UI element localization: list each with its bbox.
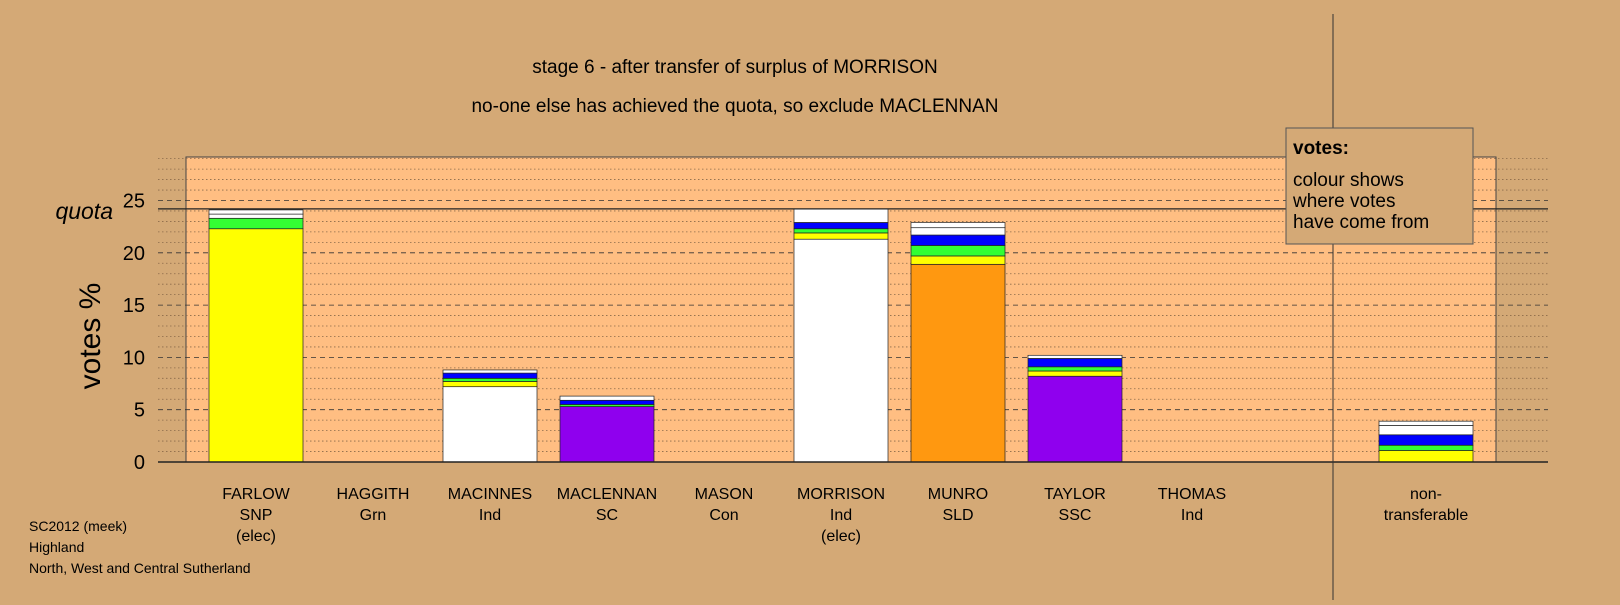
- y-tick-label: 5: [134, 400, 145, 422]
- bar-morrison-segment: [793, 228, 889, 234]
- x-label-haggith: Grn: [360, 507, 387, 524]
- bar-taylor-segment: [1027, 366, 1123, 372]
- legend-line-1: colour shows: [1293, 170, 1404, 191]
- bar-macinnes-segment: [442, 377, 538, 382]
- bar-nontransferable-segment: [1378, 434, 1474, 446]
- bar-nontransferable-segment: [1378, 420, 1474, 426]
- x-label-haggith: HAGGITH: [337, 486, 410, 503]
- bar-morrison-segment: [793, 222, 889, 230]
- y-tick-label: 0: [134, 452, 145, 474]
- x-label-maclennan: SC: [596, 507, 618, 524]
- bar-munro-segment: [910, 245, 1006, 257]
- bar-munro-segment: [910, 263, 1006, 463]
- footer-line-2: Highland: [29, 539, 84, 555]
- quota-label: quota: [55, 198, 113, 224]
- bar-munro-segment: [910, 255, 1006, 265]
- x-label-taylor: TAYLOR: [1044, 486, 1106, 503]
- bar-farlow-segment: [208, 228, 304, 463]
- x-label-farlow: (elec): [236, 528, 276, 545]
- legend: votes: colour shows where votes have com…: [1285, 127, 1474, 245]
- y-tick-label: 10: [123, 347, 145, 369]
- footer-line-3: North, West and Central Sutherland: [29, 560, 251, 576]
- legend-title: votes:: [1293, 138, 1349, 159]
- y-tick-label: 25: [123, 191, 145, 213]
- x-label-farlow: FARLOW: [222, 486, 290, 503]
- bar-morrison-segment: [793, 238, 889, 463]
- bar-taylor-segment: [1027, 375, 1123, 463]
- y-tick-label: 20: [123, 243, 145, 265]
- bar-munro-segment: [910, 227, 1006, 236]
- bar-macinnes-segment: [442, 372, 538, 379]
- x-label-morrison: (elec): [821, 528, 861, 545]
- y-tick-label: 15: [123, 295, 145, 317]
- x-label-morrison: Ind: [830, 507, 852, 524]
- y-axis-label: votes %: [74, 283, 107, 390]
- x-label-munro: MUNRO: [928, 486, 988, 503]
- bar-maclennan-segment: [559, 395, 655, 401]
- bar-munro-segment: [910, 222, 1006, 229]
- x-label-taylor: SSC: [1059, 507, 1092, 524]
- bar-macinnes-segment: [442, 369, 538, 374]
- footer-line-1: SC2012 (meek): [29, 518, 127, 534]
- x-label-thomas: THOMAS: [1158, 486, 1226, 503]
- chart-subtitle: no-one else has achieved the quota, so e…: [471, 96, 998, 117]
- legend-line-2: where votes: [1292, 191, 1395, 212]
- bar-nontransferable-segment: [1378, 450, 1474, 463]
- bar-macinnes-segment: [442, 381, 538, 388]
- bar-maclennan-segment: [559, 399, 655, 405]
- bar-nontransferable-segment: [1378, 425, 1474, 436]
- bar-farlow-segment: [208, 217, 304, 230]
- bar-morrison-segment: [793, 232, 889, 240]
- x-label-mason: MASON: [695, 486, 754, 503]
- x-label-mason: Con: [709, 507, 738, 524]
- bar-taylor-segment: [1027, 354, 1123, 359]
- x-label-nontransferable: non-: [1410, 486, 1442, 503]
- x-label-macinnes: MACINNES: [448, 486, 532, 503]
- bar-nontransferable-segment: [1378, 444, 1474, 451]
- x-label-munro: SLD: [942, 507, 973, 524]
- bar-morrison-segment: [793, 208, 889, 223]
- bar-maclennan-segment: [559, 406, 655, 463]
- bar-macinnes-segment: [442, 386, 538, 463]
- bar-taylor-segment: [1027, 370, 1123, 377]
- x-label-maclennan: MACLENNAN: [557, 486, 657, 503]
- bar-taylor-segment: [1027, 358, 1123, 368]
- bar-farlow-segment: [208, 209, 304, 215]
- bar-munro-segment: [910, 234, 1006, 246]
- x-label-thomas: Ind: [1181, 507, 1203, 524]
- legend-line-3: have come from: [1293, 212, 1429, 233]
- chart-title: stage 6 - after transfer of surplus of M…: [532, 57, 937, 78]
- x-label-farlow: SNP: [240, 507, 273, 524]
- bar-farlow-segment: [208, 213, 304, 219]
- x-label-morrison: MORRISON: [797, 486, 885, 503]
- x-label-nontransferable: transferable: [1384, 507, 1469, 524]
- x-label-macinnes: Ind: [479, 507, 501, 524]
